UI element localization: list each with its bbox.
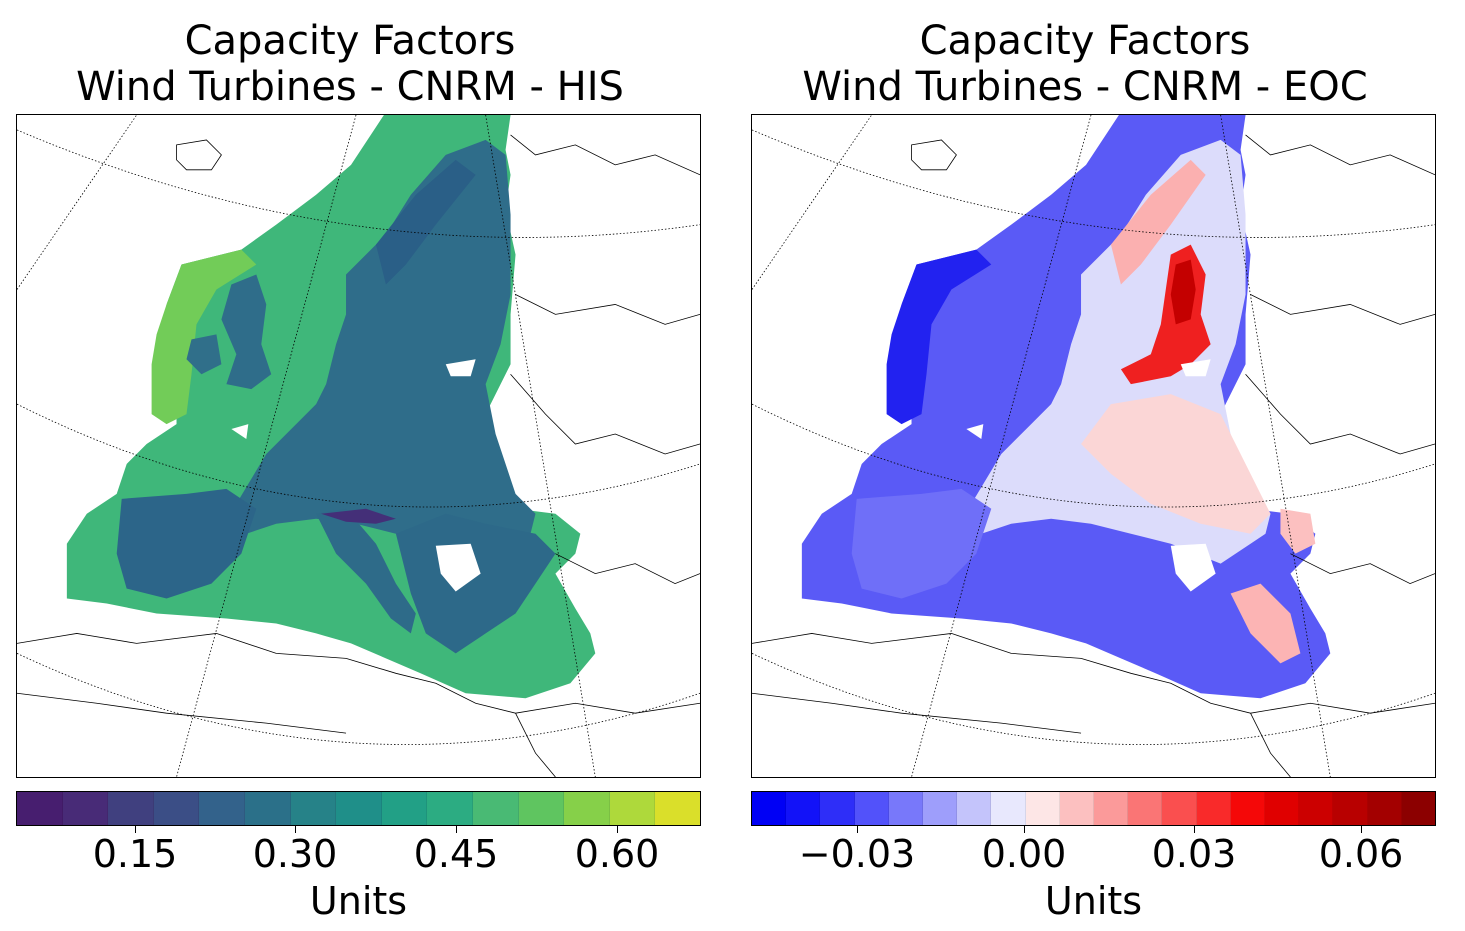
his-map-panel: Capacity Factors Wind Turbines - CNRM - … xyxy=(0,0,701,931)
missing-data-patch xyxy=(1170,543,1216,592)
colorbar-segment xyxy=(786,792,821,825)
colorbar-segment xyxy=(244,792,291,825)
missing-data-patch xyxy=(231,424,249,440)
land-ireland xyxy=(186,334,222,375)
title-line-2: Wind Turbines - CNRM - EOC xyxy=(802,64,1368,110)
colorbar-tick xyxy=(295,826,296,833)
colorbar-label: Units xyxy=(309,879,408,923)
colorbar-segment xyxy=(1025,792,1060,825)
sea-field-outer xyxy=(151,249,257,425)
colorbar-segment xyxy=(820,792,855,825)
colorbar-tick-label: 0.06 xyxy=(1318,832,1404,876)
colorbar-tick xyxy=(456,826,457,833)
colorbar-segment xyxy=(923,792,958,825)
eoc-map-panel: Capacity Factors Wind Turbines - CNRM - … xyxy=(735,0,1436,931)
land-italy xyxy=(316,508,416,634)
colorbar-segment xyxy=(1094,792,1129,825)
colorbar-segment xyxy=(1367,792,1402,825)
colorbar-tick-label: −0.03 xyxy=(798,832,916,876)
colorbar-segment xyxy=(564,792,610,825)
colorbar-segment xyxy=(290,792,337,825)
colorbar-segment xyxy=(1299,792,1334,825)
colorbar-segment xyxy=(1162,792,1197,825)
colorbar-segment xyxy=(108,792,154,825)
europe-map xyxy=(752,115,1435,777)
colorbar-segment xyxy=(1333,792,1368,825)
colorbar-segment xyxy=(1401,792,1436,825)
land-central-positive xyxy=(1081,394,1271,534)
map-title: Capacity Factors Wind Turbines - CNRM - … xyxy=(0,18,700,110)
colorbar-tick-label: 0.15 xyxy=(92,832,178,876)
coastlines xyxy=(752,134,1435,777)
colorbar-segment xyxy=(957,792,992,825)
colorbar-tick-label: 0.00 xyxy=(981,832,1067,876)
colorbar-segment xyxy=(199,792,245,825)
colorbar-segment xyxy=(153,792,200,825)
colorbar-segment xyxy=(1128,792,1163,825)
colorbar-segment xyxy=(609,792,656,825)
colorbar-tick xyxy=(857,826,858,833)
colorbar-segment xyxy=(991,792,1026,825)
europe-map xyxy=(17,115,700,777)
colorbar-tick xyxy=(1361,826,1362,833)
colorbar-segment xyxy=(752,792,787,825)
colorbar-segment xyxy=(1230,792,1266,825)
land-britain xyxy=(221,274,272,390)
colorbar-tick xyxy=(1194,826,1195,833)
colorbar-segment xyxy=(1059,792,1095,825)
title-line-1: Capacity Factors xyxy=(919,18,1251,64)
colorbar-segment xyxy=(518,792,565,825)
missing-data-patch xyxy=(1180,359,1211,377)
colorbar-segment xyxy=(1196,792,1231,825)
graticule xyxy=(752,115,1435,777)
colorbar-tick-label: 0.60 xyxy=(574,832,660,876)
colorbar-segment xyxy=(472,792,519,825)
colorbar xyxy=(16,791,701,826)
land-balkans xyxy=(395,513,556,654)
colorbar-tick-label: 0.30 xyxy=(252,832,338,876)
land-iberia xyxy=(851,488,992,599)
colorbar xyxy=(751,791,1436,826)
sea-strong-blue xyxy=(886,249,992,425)
map-area xyxy=(751,114,1436,778)
colorbar-segment xyxy=(1265,792,1300,825)
colorbar-segment xyxy=(888,792,924,825)
colorbar-segment xyxy=(17,792,63,825)
aegean-increase xyxy=(1230,583,1301,664)
map-title: Capacity Factors Wind Turbines - CNRM - … xyxy=(735,18,1435,110)
colorbar-tick xyxy=(1024,826,1025,833)
colorbar-tick-label: 0.03 xyxy=(1151,832,1237,876)
colorbar-segment xyxy=(381,792,428,825)
scandinavia-mountains xyxy=(375,159,476,285)
blacksea-increase xyxy=(1280,508,1316,554)
colorbar-tick-label: 0.45 xyxy=(413,832,499,876)
title-line-1: Capacity Factors xyxy=(184,18,516,64)
colorbar-tick xyxy=(617,826,618,833)
scandinavia-coast-increase xyxy=(1110,159,1206,285)
alps-ridge xyxy=(321,508,396,524)
colorbar-segment xyxy=(62,792,109,825)
coastlines xyxy=(17,134,700,777)
missing-data-patch xyxy=(435,543,481,592)
missing-data-patch xyxy=(966,424,984,440)
colorbar-label: Units xyxy=(1044,879,1143,923)
map-area xyxy=(16,114,701,778)
colorbar-segment xyxy=(336,792,382,825)
colorbar-segment xyxy=(655,792,700,825)
title-line-2: Wind Turbines - CNRM - HIS xyxy=(76,64,624,110)
colorbar-segment xyxy=(427,792,473,825)
graticule xyxy=(17,115,700,777)
land-iberia xyxy=(116,488,257,599)
land-field xyxy=(126,139,536,594)
missing-data-patch xyxy=(445,359,476,377)
colorbar-tick xyxy=(135,826,136,833)
baltic-core xyxy=(1170,259,1196,325)
colorbar-segment xyxy=(854,792,889,825)
